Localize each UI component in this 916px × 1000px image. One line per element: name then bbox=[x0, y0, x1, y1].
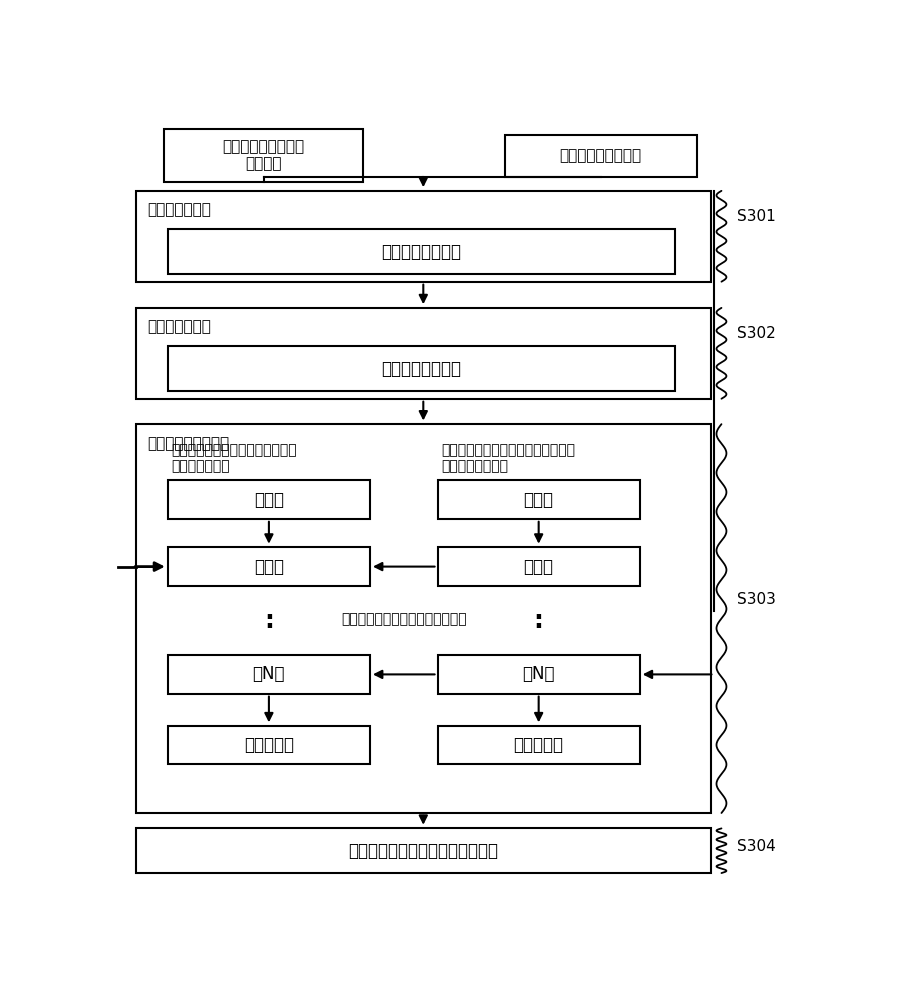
FancyBboxPatch shape bbox=[136, 191, 711, 282]
Text: 输出结果层: 输出结果层 bbox=[244, 736, 294, 754]
FancyBboxPatch shape bbox=[136, 828, 711, 873]
Text: S304: S304 bbox=[737, 839, 776, 854]
FancyBboxPatch shape bbox=[168, 726, 370, 764]
Text: 输出结果层: 输出结果层 bbox=[514, 736, 563, 754]
FancyBboxPatch shape bbox=[438, 726, 639, 764]
Text: S301: S301 bbox=[737, 209, 776, 224]
FancyBboxPatch shape bbox=[168, 547, 370, 586]
Text: 离线参数定点化: 离线参数定点化 bbox=[147, 319, 211, 334]
Text: :: : bbox=[534, 608, 543, 633]
FancyBboxPatch shape bbox=[168, 229, 675, 274]
Text: 数据量化配置信息: 数据量化配置信息 bbox=[382, 360, 462, 378]
Text: 第二层: 第二层 bbox=[524, 558, 553, 576]
FancyBboxPatch shape bbox=[168, 655, 370, 694]
FancyBboxPatch shape bbox=[168, 480, 370, 519]
Text: S302: S302 bbox=[737, 326, 776, 341]
Text: :: : bbox=[264, 608, 274, 633]
Text: 定点数神经网络模型: 定点数神经网络模型 bbox=[147, 436, 229, 451]
FancyBboxPatch shape bbox=[505, 135, 697, 177]
FancyBboxPatch shape bbox=[136, 308, 711, 399]
Text: 参数和计算数据的定点数配置信息: 参数和计算数据的定点数配置信息 bbox=[348, 842, 498, 860]
Text: 第二层: 第二层 bbox=[254, 558, 284, 576]
FancyBboxPatch shape bbox=[136, 424, 711, 813]
Text: 浮点数神经网络模型: 浮点数神经网络模型 bbox=[560, 148, 642, 163]
Text: 第一层: 第一层 bbox=[524, 491, 553, 509]
Text: 数据动态范围分析: 数据动态范围分析 bbox=[382, 243, 462, 261]
Text: 动态范围分析并寻找最佳定点配置: 动态范围分析并寻找最佳定点配置 bbox=[341, 612, 466, 626]
FancyBboxPatch shape bbox=[438, 655, 639, 694]
FancyBboxPatch shape bbox=[168, 346, 675, 391]
FancyBboxPatch shape bbox=[438, 480, 639, 519]
Text: 第一层: 第一层 bbox=[254, 491, 284, 509]
Text: 数据预处理部分: 数据预处理部分 bbox=[147, 202, 211, 217]
Text: S303: S303 bbox=[737, 592, 776, 607]
FancyBboxPatch shape bbox=[164, 129, 363, 182]
Text: 第N层: 第N层 bbox=[253, 665, 285, 683]
Text: 参数和计算数据的定点数配置信息浮
点数神经网络模型: 参数和计算数据的定点数配置信息浮 点数神经网络模型 bbox=[442, 443, 575, 474]
Text: 卷积神经网络模型与输入数据定点
数神经网络模型: 卷积神经网络模型与输入数据定点 数神经网络模型 bbox=[171, 443, 297, 474]
Text: 第N层: 第N层 bbox=[522, 665, 555, 683]
FancyBboxPatch shape bbox=[438, 547, 639, 586]
Text: 在线数据定点化步骤
输入数据: 在线数据定点化步骤 输入数据 bbox=[223, 139, 305, 172]
